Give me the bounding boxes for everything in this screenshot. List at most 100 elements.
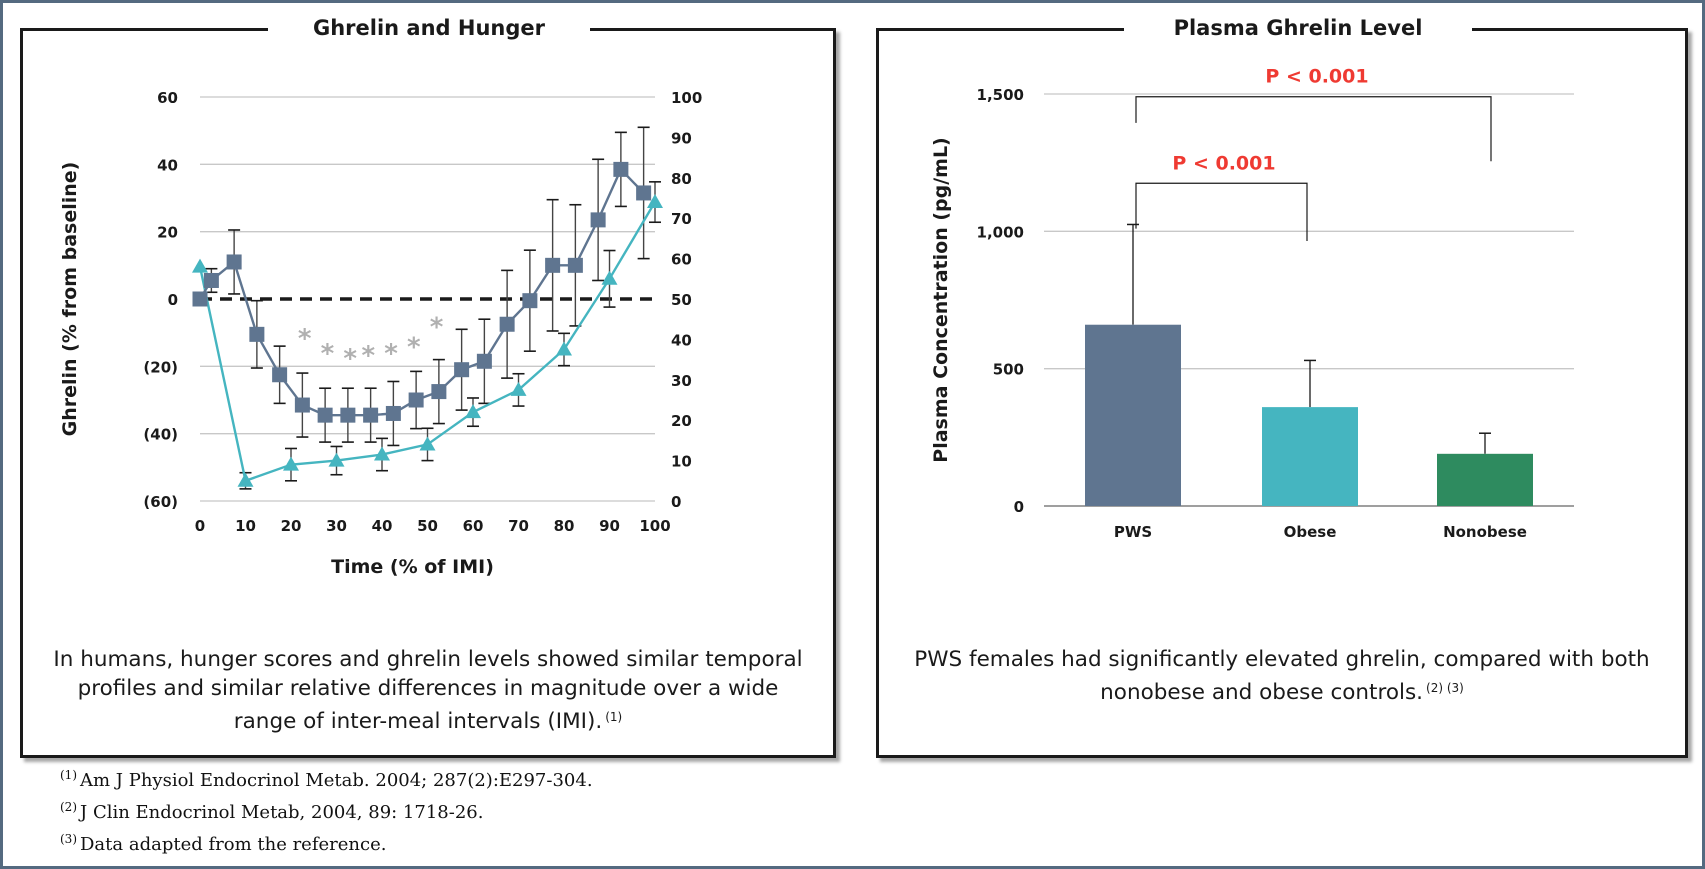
y2-tick-label: 0 — [671, 493, 681, 511]
ghrelin-point — [431, 384, 447, 400]
significance-asterisk: * — [384, 339, 398, 369]
x-tick-label: 90 — [599, 517, 620, 535]
ghrelin-point — [249, 326, 265, 342]
y-tick-label: 40 — [157, 156, 178, 174]
nonobese-bar — [1437, 453, 1533, 506]
reference-2-mark: (2) — [60, 800, 77, 814]
y2-tick-label: 40 — [671, 331, 692, 349]
y2-tick-label: 50 — [671, 291, 692, 309]
reference-2-text: J Clin Endocrinol Metab, 2004, 89: 1718-… — [80, 802, 484, 823]
hunger-point — [601, 270, 618, 285]
y-tick-label: (40) — [143, 426, 178, 444]
right-caption-ref: (2) (3) — [1426, 681, 1464, 695]
y-tick-label: 60 — [157, 89, 178, 107]
y2-tick-label: 60 — [671, 251, 692, 269]
x-tick-label: 30 — [326, 517, 347, 535]
significance-asterisk: * — [298, 324, 312, 354]
ghrelin-point — [408, 392, 424, 408]
y-tick-label: 20 — [157, 224, 178, 242]
y2-tick-label: 90 — [671, 129, 692, 147]
hunger-point — [510, 381, 527, 396]
ghrelin-point — [226, 254, 242, 270]
hunger-point — [419, 436, 436, 451]
right-caption: PWS females had significantly elevated g… — [899, 645, 1665, 707]
y2-tick-label: 30 — [671, 372, 692, 390]
significance-label: P < 0.001 — [1172, 152, 1275, 174]
hunger-point — [192, 258, 208, 273]
left-panel-title: Ghrelin and Hunger — [268, 11, 590, 51]
y2-tick-label: 100 — [671, 89, 702, 107]
x-tick-label: 100 — [639, 517, 670, 535]
left-caption-ref: (1) — [605, 710, 623, 724]
ghrelin-point — [294, 397, 310, 413]
y-tick-label: 500 — [993, 361, 1024, 379]
x-axis-label: Time (% of IMI) — [331, 556, 494, 578]
ghrelin-point — [272, 367, 288, 383]
obese-bar — [1262, 407, 1358, 506]
reference-2: (2) J Clin Endocrinol Metab, 2004, 89: 17… — [60, 794, 593, 826]
references: (1) Am J Physiol Endocrinol Metab. 2004; … — [60, 762, 593, 858]
ghrelin-point — [192, 291, 208, 307]
ghrelin-series-line — [198, 167, 645, 417]
reference-3-mark: (3) — [60, 832, 77, 846]
x-tick-label: 40 — [372, 517, 393, 535]
hunger-point — [283, 456, 299, 471]
ghrelin-point — [545, 257, 561, 273]
y2-tick-label: 70 — [671, 210, 692, 228]
plasma-ghrelin-panel: Plasma Ghrelin Level 0 500 1,000 1,500 Plasm… — [876, 11, 1688, 758]
y-tick-label: (20) — [143, 358, 178, 376]
ghrelin-point — [454, 362, 470, 378]
ghrelin-point — [499, 316, 515, 332]
reference-1-mark: (1) — [60, 768, 77, 782]
nonobese-category-label: Nonobese — [1443, 523, 1527, 541]
pws-category-label: PWS — [1114, 523, 1152, 541]
ghrelin-point — [317, 407, 333, 423]
x-tick-label: 20 — [281, 517, 302, 535]
significance-bracket — [1135, 182, 1308, 241]
pws-bar — [1085, 324, 1181, 506]
x-tick-label: 10 — [235, 517, 256, 535]
significance-bracket — [1135, 96, 1492, 162]
hunger-point — [465, 404, 481, 419]
y-tick-label: 1,500 — [977, 86, 1024, 104]
hunger-point — [237, 472, 254, 487]
significance-asterisk: * — [407, 332, 421, 362]
ghrelin-point — [363, 407, 379, 423]
hunger-point — [556, 341, 572, 356]
ghrelin-point — [567, 257, 583, 273]
left-caption: In humans, hunger scores and ghrelin lev… — [43, 645, 813, 736]
y2-tick-label: 20 — [671, 412, 692, 430]
ghrelin-hunger-chart: 6040200(20)(40)(60)100908070605040302010… — [59, 89, 702, 578]
reference-3: (3) Data adapted from the reference. — [60, 826, 593, 858]
hunger-point — [647, 194, 663, 209]
significance-label: P < 0.001 — [1265, 66, 1368, 88]
y2-tick-label: 80 — [671, 170, 692, 188]
reference-1: (1) Am J Physiol Endocrinol Metab. 2004; … — [60, 762, 593, 794]
y-axis-label: Ghrelin (% from baseline) — [59, 162, 81, 437]
significance-asterisk: * — [343, 344, 357, 374]
y-tick-label: 0 — [1014, 498, 1024, 516]
ghrelin-point — [590, 212, 606, 228]
x-tick-label: 70 — [508, 517, 529, 535]
y-tick-label: 1,000 — [977, 223, 1024, 241]
reference-1-text: Am J Physiol Endocrinol Metab. 2004; 287… — [80, 770, 593, 791]
ghrelin-point — [476, 353, 492, 369]
x-tick-label: 60 — [463, 517, 484, 535]
significance-asterisk: * — [430, 312, 444, 342]
x-tick-label: 80 — [554, 517, 575, 535]
ghrelin-point — [613, 161, 629, 177]
y-axis-label: Plasma Concentration (pg/mL) — [930, 137, 952, 462]
x-tick-label: 50 — [417, 517, 438, 535]
reference-3-text: Data adapted from the reference. — [80, 834, 387, 855]
obese-category-label: Obese — [1284, 523, 1337, 541]
ghrelin-point — [522, 293, 538, 309]
y2-tick-label: 10 — [671, 453, 692, 471]
ghrelin-point — [203, 272, 219, 288]
hunger-point — [374, 446, 390, 461]
ghrelin-hunger-panel: Ghrelin and Hunger 60 40 20 0 (20) (40) (60) 10… — [20, 11, 836, 758]
left-caption-text: In humans, hunger scores and ghrelin lev… — [53, 647, 803, 734]
x-tick-label: 0 — [195, 517, 205, 535]
ghrelin-point — [636, 185, 652, 201]
significance-asterisk: * — [362, 341, 376, 371]
right-caption-text: PWS females had significantly elevated g… — [914, 647, 1650, 705]
